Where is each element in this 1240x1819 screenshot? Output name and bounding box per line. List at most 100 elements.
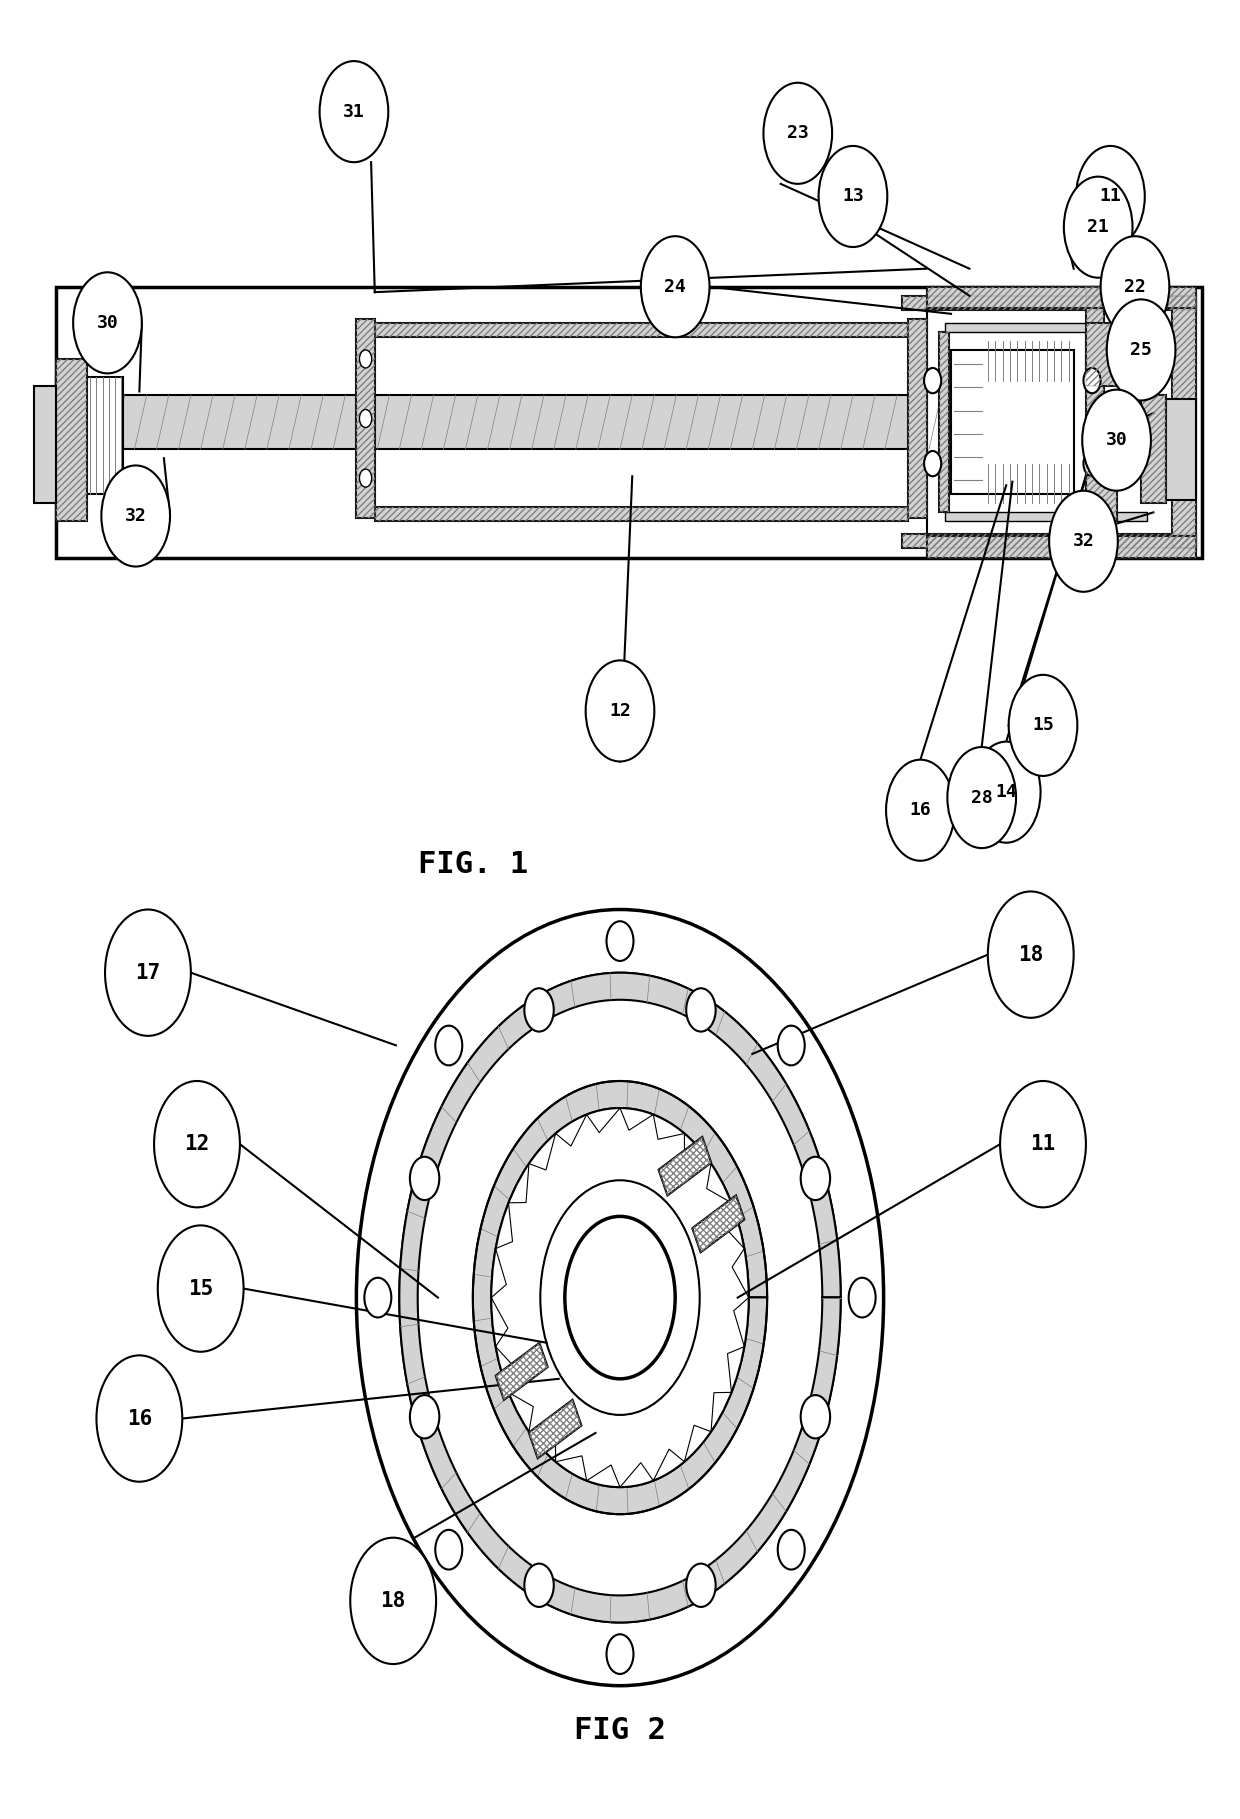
Text: 16: 16 bbox=[909, 800, 931, 819]
Text: 17: 17 bbox=[135, 962, 160, 982]
Bar bbox=[356, 318, 374, 518]
Circle shape bbox=[360, 349, 372, 367]
Text: 32: 32 bbox=[1073, 533, 1095, 551]
Text: 14: 14 bbox=[996, 784, 1017, 800]
Bar bbox=[926, 537, 1197, 557]
Bar bbox=[939, 331, 949, 513]
Circle shape bbox=[1064, 176, 1132, 278]
Bar bbox=[1172, 296, 1197, 549]
Circle shape bbox=[399, 973, 841, 1623]
Polygon shape bbox=[496, 1342, 548, 1401]
Text: 22: 22 bbox=[1125, 278, 1146, 296]
Circle shape bbox=[565, 1217, 675, 1379]
Circle shape bbox=[924, 367, 941, 393]
Text: 31: 31 bbox=[343, 102, 365, 120]
Text: 12: 12 bbox=[185, 1135, 210, 1155]
Bar bbox=[1166, 398, 1197, 500]
Text: 16: 16 bbox=[126, 1408, 153, 1428]
Text: FIG 2: FIG 2 bbox=[574, 1717, 666, 1744]
Bar bbox=[1086, 322, 1116, 386]
Bar bbox=[951, 349, 1074, 495]
Text: 23: 23 bbox=[787, 124, 808, 142]
Circle shape bbox=[606, 1633, 634, 1673]
Circle shape bbox=[777, 1530, 805, 1570]
Bar bbox=[56, 377, 124, 495]
Bar bbox=[374, 322, 908, 337]
Bar bbox=[926, 287, 1197, 309]
Circle shape bbox=[541, 1181, 699, 1415]
Text: 21: 21 bbox=[1087, 218, 1109, 236]
Text: 15: 15 bbox=[188, 1279, 213, 1299]
Text: 30: 30 bbox=[97, 315, 118, 331]
Circle shape bbox=[1084, 451, 1101, 477]
Circle shape bbox=[435, 1530, 463, 1570]
Polygon shape bbox=[528, 1401, 582, 1459]
Bar bbox=[1141, 395, 1166, 504]
Circle shape bbox=[350, 1537, 436, 1664]
Bar bbox=[901, 296, 1197, 311]
Circle shape bbox=[105, 910, 191, 1035]
Bar bbox=[374, 508, 908, 522]
Text: 32: 32 bbox=[125, 508, 146, 526]
Circle shape bbox=[410, 1157, 439, 1201]
Circle shape bbox=[924, 451, 941, 477]
Bar bbox=[1086, 458, 1116, 522]
Circle shape bbox=[97, 1355, 182, 1482]
Text: 11: 11 bbox=[1030, 1135, 1055, 1155]
Bar bbox=[1086, 322, 1116, 386]
Text: 12: 12 bbox=[609, 702, 631, 720]
Circle shape bbox=[1001, 1080, 1086, 1208]
Circle shape bbox=[777, 1026, 805, 1066]
Circle shape bbox=[1084, 367, 1101, 393]
Circle shape bbox=[491, 1108, 749, 1488]
Circle shape bbox=[848, 1277, 875, 1317]
Bar bbox=[1141, 395, 1166, 504]
Bar bbox=[56, 358, 87, 522]
Bar bbox=[926, 287, 1197, 557]
Polygon shape bbox=[658, 1137, 712, 1195]
Circle shape bbox=[585, 660, 655, 762]
Bar bbox=[901, 535, 1197, 549]
Circle shape bbox=[818, 146, 888, 247]
Bar bbox=[56, 358, 87, 522]
Circle shape bbox=[157, 1226, 243, 1352]
Circle shape bbox=[525, 1564, 554, 1606]
Text: FIG. 1: FIG. 1 bbox=[418, 849, 528, 879]
Bar bbox=[901, 535, 1197, 549]
Bar bbox=[1086, 287, 1105, 557]
Bar bbox=[908, 318, 926, 518]
Bar bbox=[56, 287, 1203, 557]
Circle shape bbox=[102, 466, 170, 566]
Bar bbox=[33, 386, 56, 504]
Circle shape bbox=[1076, 146, 1145, 247]
Circle shape bbox=[365, 1277, 392, 1317]
Text: 30: 30 bbox=[1106, 431, 1127, 449]
Bar bbox=[374, 322, 908, 337]
Circle shape bbox=[360, 409, 372, 427]
Circle shape bbox=[801, 1157, 830, 1201]
Circle shape bbox=[1107, 300, 1176, 400]
Polygon shape bbox=[692, 1195, 744, 1251]
Circle shape bbox=[801, 1395, 830, 1439]
Bar bbox=[945, 322, 1147, 331]
Text: 13: 13 bbox=[842, 187, 864, 206]
Text: 11: 11 bbox=[1100, 187, 1121, 206]
Bar bbox=[374, 508, 908, 522]
Text: 24: 24 bbox=[665, 278, 686, 296]
Text: 28: 28 bbox=[971, 789, 992, 806]
Circle shape bbox=[320, 62, 388, 162]
Circle shape bbox=[360, 469, 372, 487]
Circle shape bbox=[764, 82, 832, 184]
Circle shape bbox=[887, 760, 955, 860]
Bar bbox=[926, 537, 1197, 557]
Bar bbox=[1086, 287, 1105, 557]
Bar bbox=[945, 513, 1147, 522]
Circle shape bbox=[1008, 675, 1078, 777]
Polygon shape bbox=[472, 1080, 768, 1513]
Circle shape bbox=[641, 236, 709, 337]
Bar bbox=[56, 395, 1147, 449]
Circle shape bbox=[947, 748, 1016, 848]
Circle shape bbox=[410, 1395, 439, 1439]
Bar bbox=[901, 296, 1197, 311]
Circle shape bbox=[972, 742, 1040, 842]
